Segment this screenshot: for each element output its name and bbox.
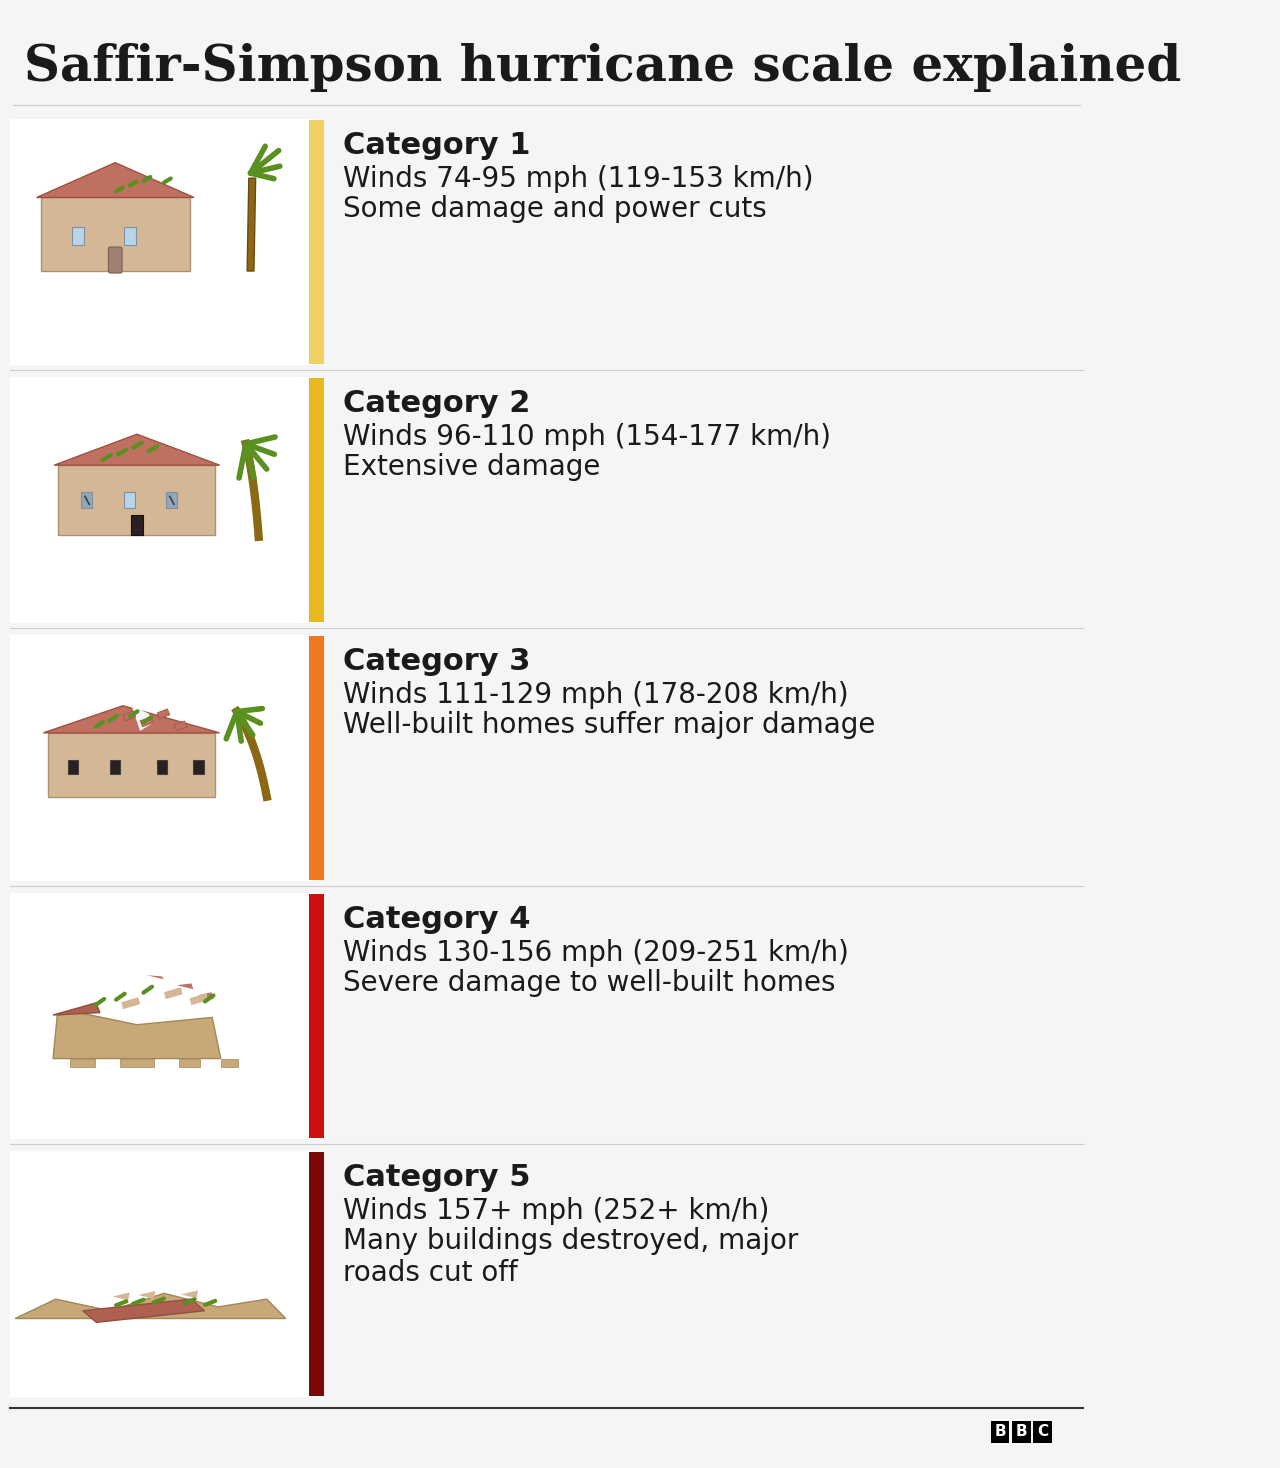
Polygon shape (138, 1290, 155, 1299)
FancyBboxPatch shape (81, 492, 92, 508)
FancyBboxPatch shape (220, 1058, 238, 1067)
FancyBboxPatch shape (310, 120, 325, 364)
FancyBboxPatch shape (1033, 1421, 1052, 1443)
Polygon shape (132, 706, 152, 731)
Polygon shape (164, 986, 183, 1000)
Polygon shape (37, 163, 195, 198)
FancyBboxPatch shape (179, 1058, 200, 1067)
Polygon shape (123, 711, 136, 721)
FancyBboxPatch shape (310, 1152, 325, 1396)
Text: Severe damage to well-built homes: Severe damage to well-built homes (343, 969, 836, 997)
FancyBboxPatch shape (156, 760, 166, 774)
Polygon shape (44, 706, 220, 733)
Polygon shape (122, 997, 140, 1009)
FancyBboxPatch shape (68, 760, 78, 774)
Polygon shape (177, 984, 193, 989)
Text: Winds 157+ mph (252+ km/h): Winds 157+ mph (252+ km/h) (343, 1196, 769, 1224)
FancyBboxPatch shape (10, 1151, 317, 1398)
Text: C: C (1037, 1424, 1048, 1440)
Text: Saffir-Simpson hurricane scale explained: Saffir-Simpson hurricane scale explained (24, 43, 1181, 92)
Polygon shape (15, 1293, 285, 1318)
Text: B: B (1015, 1424, 1027, 1440)
FancyBboxPatch shape (193, 760, 204, 774)
Text: Category 1: Category 1 (343, 131, 531, 160)
Polygon shape (54, 435, 220, 465)
Text: Extensive damage: Extensive damage (343, 454, 600, 482)
Text: Well-built homes suffer major damage: Well-built homes suffer major damage (343, 711, 876, 738)
FancyBboxPatch shape (70, 1058, 96, 1067)
Text: B: B (995, 1424, 1006, 1440)
Polygon shape (157, 709, 170, 719)
FancyBboxPatch shape (10, 893, 317, 1139)
FancyBboxPatch shape (109, 247, 122, 273)
Text: Some damage and power cuts: Some damage and power cuts (343, 195, 767, 223)
Text: Many buildings destroyed, major
roads cut off: Many buildings destroyed, major roads cu… (343, 1227, 799, 1287)
Text: Category 5: Category 5 (343, 1163, 531, 1192)
Polygon shape (147, 975, 164, 979)
FancyBboxPatch shape (1012, 1421, 1030, 1443)
Polygon shape (247, 178, 256, 272)
FancyBboxPatch shape (131, 515, 143, 534)
Polygon shape (52, 1013, 220, 1058)
Polygon shape (83, 1299, 205, 1323)
Polygon shape (113, 1292, 129, 1301)
FancyBboxPatch shape (123, 492, 134, 508)
Text: Category 3: Category 3 (343, 647, 531, 675)
FancyBboxPatch shape (59, 465, 215, 534)
FancyBboxPatch shape (110, 760, 120, 774)
FancyBboxPatch shape (41, 198, 189, 272)
FancyBboxPatch shape (310, 894, 325, 1138)
FancyBboxPatch shape (991, 1421, 1010, 1443)
Polygon shape (174, 721, 187, 731)
Text: Winds 96-110 mph (154-177 km/h): Winds 96-110 mph (154-177 km/h) (343, 423, 831, 451)
Polygon shape (140, 716, 152, 727)
FancyBboxPatch shape (10, 377, 317, 622)
FancyBboxPatch shape (310, 377, 325, 622)
FancyBboxPatch shape (310, 636, 325, 879)
Polygon shape (52, 1003, 100, 1014)
Polygon shape (180, 1290, 198, 1298)
FancyBboxPatch shape (166, 492, 177, 508)
FancyBboxPatch shape (120, 1058, 155, 1067)
FancyBboxPatch shape (72, 228, 84, 245)
FancyBboxPatch shape (124, 228, 136, 245)
Text: Winds 74-95 mph (119-153 km/h): Winds 74-95 mph (119-153 km/h) (343, 164, 814, 192)
Polygon shape (189, 994, 209, 1006)
Text: Winds 130-156 mph (209-251 km/h): Winds 130-156 mph (209-251 km/h) (343, 940, 849, 967)
FancyBboxPatch shape (10, 119, 317, 366)
FancyBboxPatch shape (10, 636, 317, 881)
Text: Category 4: Category 4 (343, 904, 531, 934)
Polygon shape (198, 992, 214, 1000)
Text: Category 2: Category 2 (343, 389, 531, 418)
FancyBboxPatch shape (47, 733, 215, 797)
Text: Winds 111-129 mph (178-208 km/h): Winds 111-129 mph (178-208 km/h) (343, 681, 849, 709)
